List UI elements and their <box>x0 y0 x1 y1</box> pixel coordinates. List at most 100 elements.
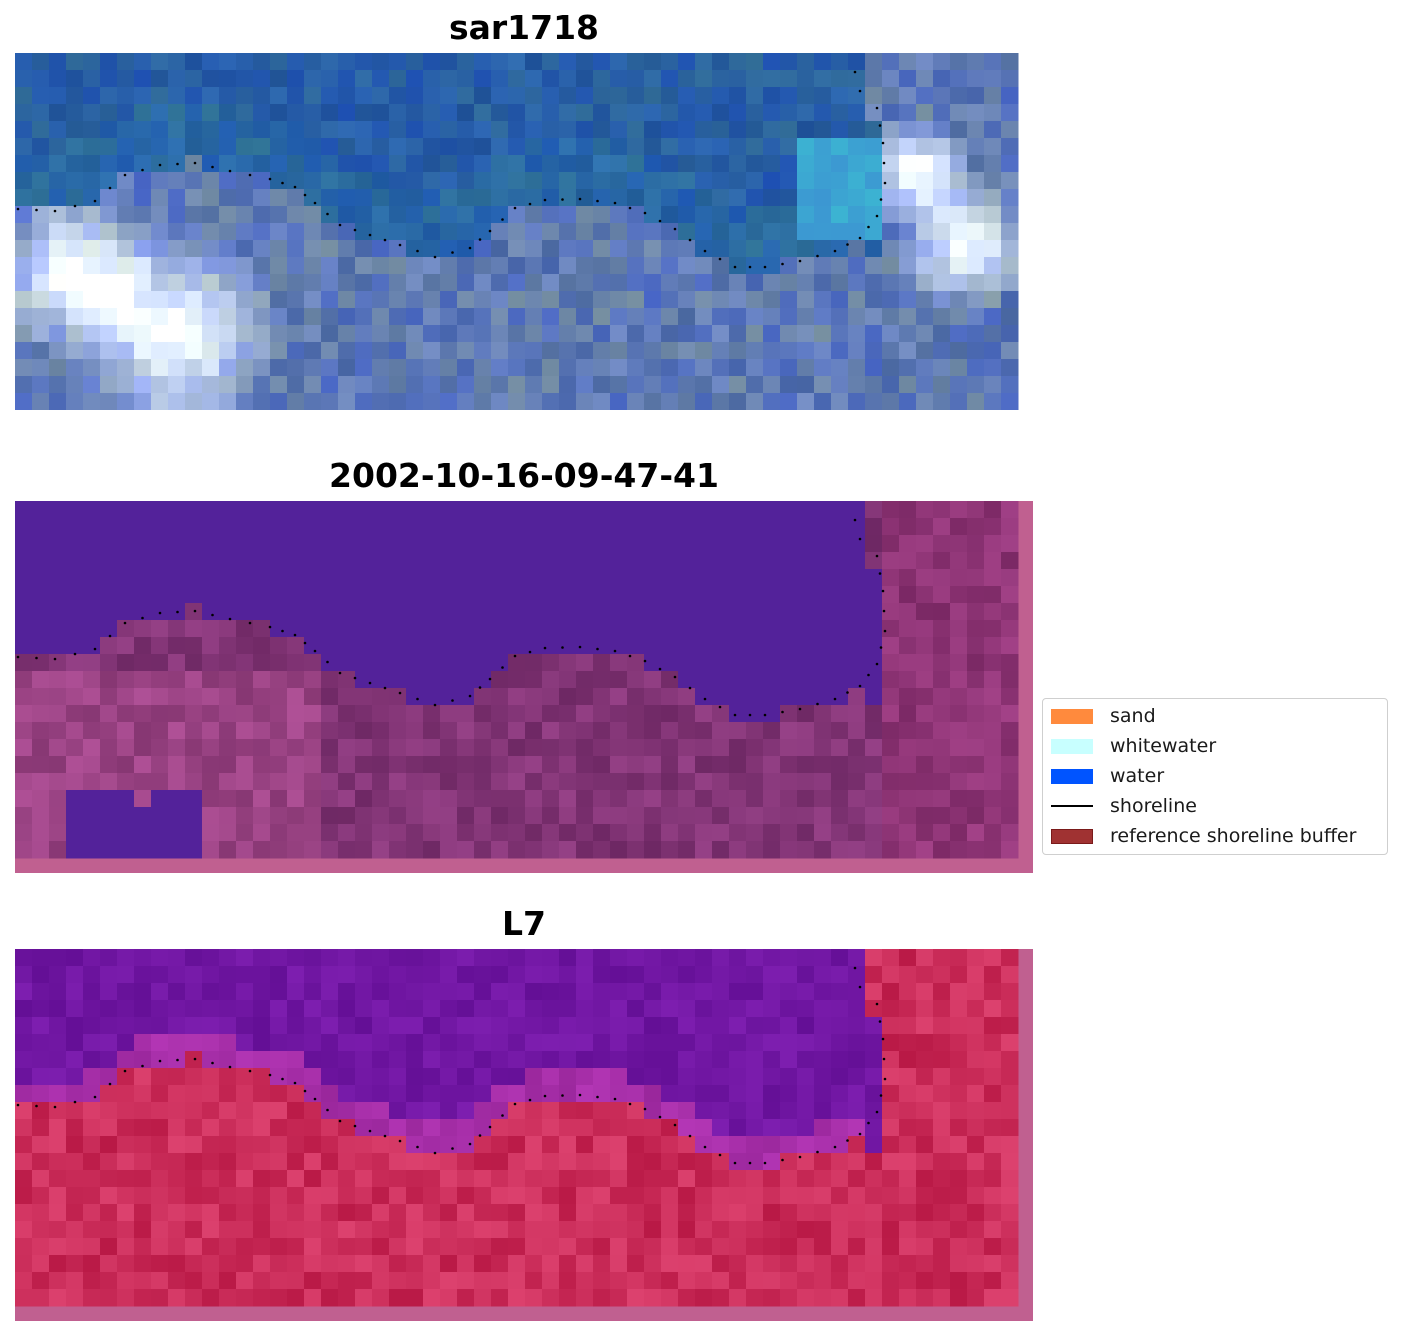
shoreline-point <box>528 1098 532 1102</box>
shoreline-dots <box>16 966 887 1165</box>
shoreline-point <box>867 673 870 677</box>
shoreline-point <box>513 206 517 210</box>
shoreline-point <box>368 1129 372 1133</box>
shoreline-point <box>416 249 419 253</box>
legend-item-reference-shoreline-buffer: reference shoreline buffer <box>1051 821 1356 851</box>
shoreline-point <box>93 647 97 651</box>
shoreline-point <box>53 1105 57 1109</box>
shoreline-point <box>628 654 632 658</box>
panel-title-2: 2002-10-16-09-47-41 <box>329 456 719 495</box>
shoreline-point <box>688 686 692 690</box>
shoreline-point <box>878 572 882 575</box>
shoreline-point <box>176 1058 179 1062</box>
shoreline-point <box>93 1095 97 1099</box>
shoreline-point <box>703 697 707 701</box>
shoreline-point <box>596 199 599 203</box>
shoreline-point <box>688 1134 692 1138</box>
shoreline-point <box>326 660 329 664</box>
shoreline-point <box>879 198 883 201</box>
shoreline-point <box>501 1114 504 1117</box>
shoreline-point <box>781 710 784 714</box>
panel-title-1: sar1718 <box>448 8 600 47</box>
shoreline-point <box>853 70 857 74</box>
shoreline-point <box>673 1123 677 1127</box>
shoreline-point <box>293 633 297 637</box>
shoreline-point <box>73 204 77 208</box>
shoreline-point <box>123 173 127 177</box>
shoreline-point <box>293 1081 297 1085</box>
classified-raster <box>15 501 1019 859</box>
shoreline-point <box>875 662 879 666</box>
shoreline-point <box>281 1077 284 1081</box>
shoreline-point <box>158 1059 162 1063</box>
shoreline-point <box>416 1145 419 1149</box>
shoreline-point <box>881 1037 885 1041</box>
shoreline-point <box>123 1069 127 1073</box>
shoreline-point <box>833 1145 837 1149</box>
legend-label-reference-buffer: reference shoreline buffer <box>1110 825 1357 847</box>
shoreline-point <box>303 1089 307 1093</box>
shoreline-point <box>816 1150 819 1154</box>
shoreline-point <box>73 1100 77 1104</box>
rgb-raster <box>15 53 1019 410</box>
shoreline-point <box>658 219 662 223</box>
shoreline-point <box>268 177 272 181</box>
shoreline-point <box>108 634 112 638</box>
shoreline-point <box>853 966 857 970</box>
shoreline-point <box>718 705 722 709</box>
shoreline-point <box>875 106 879 110</box>
legend-item-sand: sand <box>1051 701 1156 731</box>
shoreline-point <box>313 649 317 653</box>
classified-image-panel <box>15 501 1033 873</box>
shoreline-point <box>303 641 307 645</box>
shoreline-point <box>858 537 862 541</box>
shoreline-point <box>798 707 802 711</box>
reference-buffer-swatch <box>1051 828 1093 844</box>
shoreline-point <box>733 1161 737 1165</box>
shoreline-point <box>368 233 372 237</box>
shoreline-point <box>781 262 784 266</box>
legend-label-water: water <box>1110 765 1165 787</box>
shoreline-point <box>748 265 752 269</box>
shoreline-point <box>781 1158 784 1162</box>
shoreline-point <box>338 223 342 227</box>
shoreline-point <box>16 207 20 211</box>
shoreline-point <box>703 1145 707 1149</box>
shoreline-point <box>478 1134 482 1137</box>
shoreline-point <box>268 625 272 629</box>
shoreline-point <box>488 1125 492 1129</box>
shoreline-point <box>193 1057 197 1061</box>
shoreline-point <box>398 691 402 695</box>
shoreline-point <box>798 259 802 263</box>
shoreline-point <box>248 173 252 177</box>
shoreline-point <box>867 1121 870 1125</box>
shoreline-point <box>543 198 547 202</box>
shoreline-point <box>846 1139 849 1142</box>
shoreline-point <box>628 206 632 210</box>
shoreline-point <box>875 554 879 558</box>
shoreline-point <box>513 654 517 658</box>
shoreline-point <box>561 198 564 201</box>
shoreline-point <box>528 650 532 654</box>
shoreline-point <box>468 246 472 250</box>
legend-item-water: water <box>1051 761 1164 791</box>
shoreline-point <box>748 713 752 717</box>
shoreline-point <box>478 686 482 689</box>
shoreline-point <box>501 218 504 221</box>
shoreline-point <box>543 1094 547 1098</box>
shoreline-point <box>875 1110 879 1114</box>
shoreline-point <box>433 703 437 707</box>
shoreline-point <box>193 609 197 613</box>
shoreline-point <box>643 659 647 663</box>
shoreline-point <box>211 613 214 617</box>
shoreline-point <box>763 265 767 269</box>
shoreline-point <box>123 621 127 625</box>
shoreline-point <box>211 165 214 169</box>
shoreline-point <box>703 249 707 253</box>
shoreline-dots <box>16 518 887 717</box>
shoreline-point <box>763 713 767 717</box>
shoreline-point <box>858 1132 862 1136</box>
shoreline-point <box>158 611 162 615</box>
shoreline-point <box>881 141 885 145</box>
shoreline-point <box>368 681 372 685</box>
